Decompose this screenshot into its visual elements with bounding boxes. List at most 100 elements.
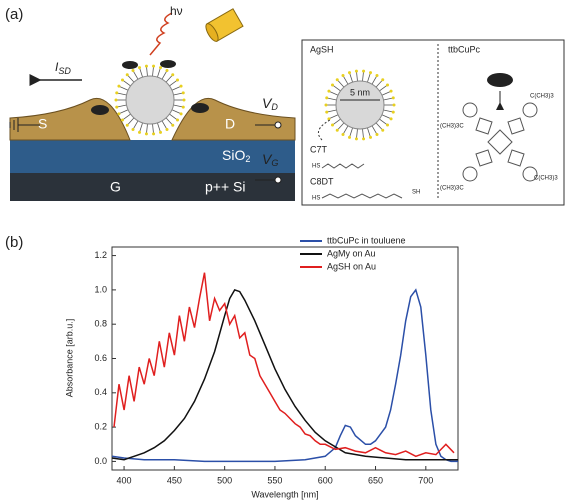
x-tick-label: 600: [318, 475, 333, 485]
molecule: [122, 61, 138, 69]
ligand-head: [180, 112, 183, 115]
ligand-head: [342, 133, 345, 136]
ligand: [172, 87, 180, 91]
ligand-head: [159, 66, 162, 69]
ligand-head: [325, 104, 328, 107]
molecule: [160, 60, 176, 68]
ligand-head: [115, 106, 118, 109]
y-tick-label: 0.2: [94, 421, 107, 431]
x-tick-label: 450: [167, 475, 182, 485]
ligand-head: [369, 71, 372, 74]
ligand-head: [159, 131, 162, 134]
ligand-head: [381, 129, 384, 132]
ligand-head: [176, 79, 179, 82]
ligand-head: [126, 124, 129, 127]
ligand-head: [115, 99, 118, 102]
ligand-head: [121, 79, 124, 82]
substituent: (CH3)3C: [440, 186, 464, 192]
ligand-head: [336, 78, 339, 81]
ligand: [153, 67, 154, 76]
ligand: [172, 110, 180, 114]
ligand: [118, 93, 127, 95]
x-tick-label: 400: [117, 475, 132, 485]
panel-label: (a): [5, 6, 23, 23]
ligand-head: [376, 133, 379, 136]
ligand-head: [132, 128, 135, 131]
ligand: [173, 105, 182, 107]
device-schematic: [10, 9, 295, 201]
ligand-head: [393, 104, 396, 107]
ligand-head: [390, 90, 393, 93]
ligand: [169, 81, 176, 86]
ligand: [173, 93, 182, 95]
gate-layer: [10, 173, 295, 201]
y-tick-label: 1.2: [94, 250, 107, 260]
x-tick-label: 700: [418, 475, 433, 485]
ligand-head: [390, 117, 393, 120]
ligand-head: [145, 65, 148, 68]
ligand-head: [386, 84, 389, 87]
ligand: [134, 71, 139, 79]
ligand-head: [348, 136, 351, 139]
current-sub: SD: [58, 66, 71, 76]
ligand-head: [132, 69, 135, 72]
oxide-sub: 2: [245, 154, 250, 164]
ligand-head: [182, 91, 185, 94]
ligand-head: [166, 69, 169, 72]
photon-wave: [150, 13, 172, 55]
x-tick-label: 650: [368, 475, 383, 485]
ligand-head: [121, 118, 124, 121]
ligand-head: [152, 65, 155, 68]
ligand-head: [342, 74, 345, 77]
chain-end: SH: [412, 190, 420, 196]
ligand-head: [392, 96, 395, 99]
ligand: [118, 105, 127, 107]
ligand-head: [386, 123, 389, 126]
y-tick-label: 0.6: [94, 353, 107, 363]
c7t-label: C7T: [310, 144, 328, 154]
ligand: [147, 67, 148, 76]
ligand-head: [138, 66, 141, 69]
ligand: [147, 124, 148, 133]
ligand-head: [115, 91, 118, 94]
panel-label: (b): [5, 234, 23, 251]
ligand-head: [117, 112, 120, 115]
series-line: [112, 290, 458, 462]
ligand: [157, 123, 160, 132]
series-line: [114, 273, 454, 457]
inset-title: AgSH: [310, 44, 334, 54]
x-tick-label: 550: [267, 475, 282, 485]
y-tick-label: 0.4: [94, 387, 107, 397]
molecule: [191, 103, 209, 113]
light-source: [204, 9, 243, 43]
ligand-head: [138, 131, 141, 134]
ligand: [123, 114, 130, 119]
substituent: (CH3)3C: [440, 124, 464, 130]
ligand-head: [376, 74, 379, 77]
terminal: [275, 177, 281, 183]
ligand: [153, 124, 154, 133]
ligand: [166, 118, 172, 125]
x-tick-label: 500: [217, 475, 232, 485]
ligand: [120, 110, 128, 114]
substituent: C(CH3)3: [530, 94, 554, 100]
ligand-head: [183, 99, 186, 102]
ligand: [128, 75, 134, 82]
ligand-head: [327, 90, 330, 93]
c8dt-label: C8DT: [310, 176, 334, 186]
plot-frame: [112, 247, 458, 470]
source-electrode: [10, 98, 130, 140]
y-axis-label: Absorbance [arb.u.]: [64, 319, 74, 398]
drain-voltage: VD: [262, 95, 278, 113]
y-tick-label: 1.0: [94, 284, 107, 294]
ligand: [120, 87, 128, 91]
ligand-head: [362, 137, 365, 140]
ligand-head: [362, 70, 365, 73]
ligand-head: [331, 84, 334, 87]
ligand-head: [182, 106, 185, 109]
ligand-head: [336, 129, 339, 132]
drain-label: D: [225, 116, 235, 132]
substituent: C(CH3)3: [534, 176, 558, 182]
ligand-head: [126, 73, 129, 76]
